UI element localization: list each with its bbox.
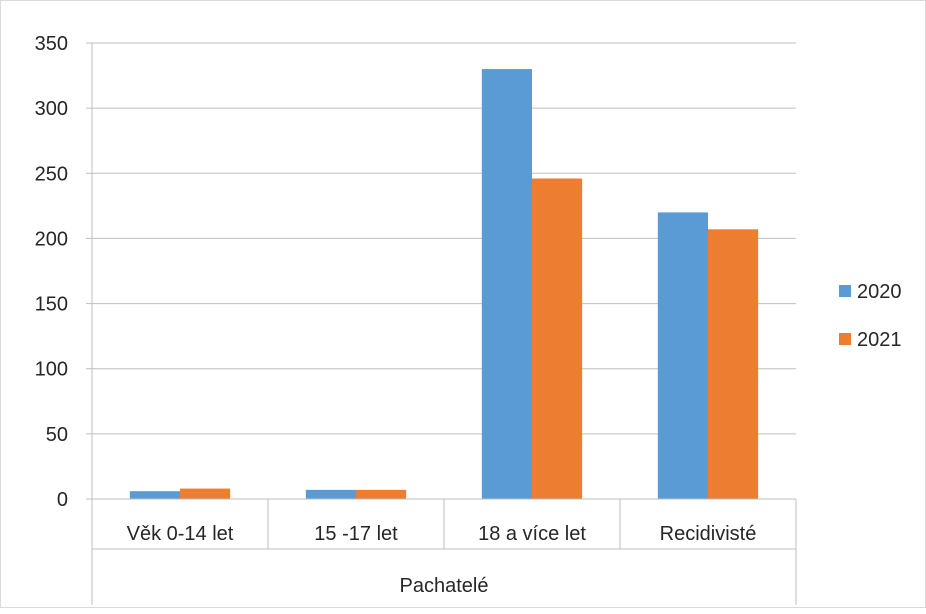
y-tick-label: 350 — [35, 33, 68, 55]
legend-label-2021: 2021 — [857, 329, 902, 351]
legend-label-2020: 2020 — [857, 281, 902, 303]
y-tick-label: 50 — [46, 424, 68, 446]
bars — [129, 69, 759, 500]
gridlines — [92, 42, 796, 435]
bar-2020-1 — [129, 491, 180, 499]
y-tick-labels: 0 50 100 150 200 250 300 350 — [35, 33, 68, 511]
y-tick-label: 250 — [35, 163, 68, 185]
bar-2020-4 — [657, 212, 708, 499]
bar-2021-3 — [532, 178, 583, 500]
bar-2020-3 — [481, 69, 532, 500]
x-tick-label: 18 a více let — [478, 523, 586, 545]
x-tick-label: Recidivisté — [660, 523, 757, 545]
x-axis-title: Pachatelé — [400, 575, 489, 597]
x-tick-label: Věk 0-14 let — [127, 523, 234, 545]
legend: 2020 2021 — [839, 281, 902, 351]
y-tick-label: 150 — [35, 294, 68, 316]
x-tick-labels: Věk 0-14 let 15 -17 let 18 a více let Recid… — [127, 523, 757, 545]
y-tick-label: 0 — [57, 489, 68, 511]
y-tick-label: 300 — [35, 98, 68, 120]
bar-2020-2 — [305, 489, 356, 499]
bar-2021-4 — [708, 229, 759, 499]
y-tick-label: 100 — [35, 359, 68, 381]
x-tick-label: 15 -17 let — [314, 523, 398, 545]
bar-2021-1 — [180, 488, 231, 499]
legend-swatch-2021 — [839, 333, 851, 345]
legend-swatch-2020 — [839, 285, 851, 297]
bar-2021-2 — [356, 489, 407, 499]
axes — [86, 42, 797, 605]
y-tick-label: 200 — [35, 228, 68, 250]
